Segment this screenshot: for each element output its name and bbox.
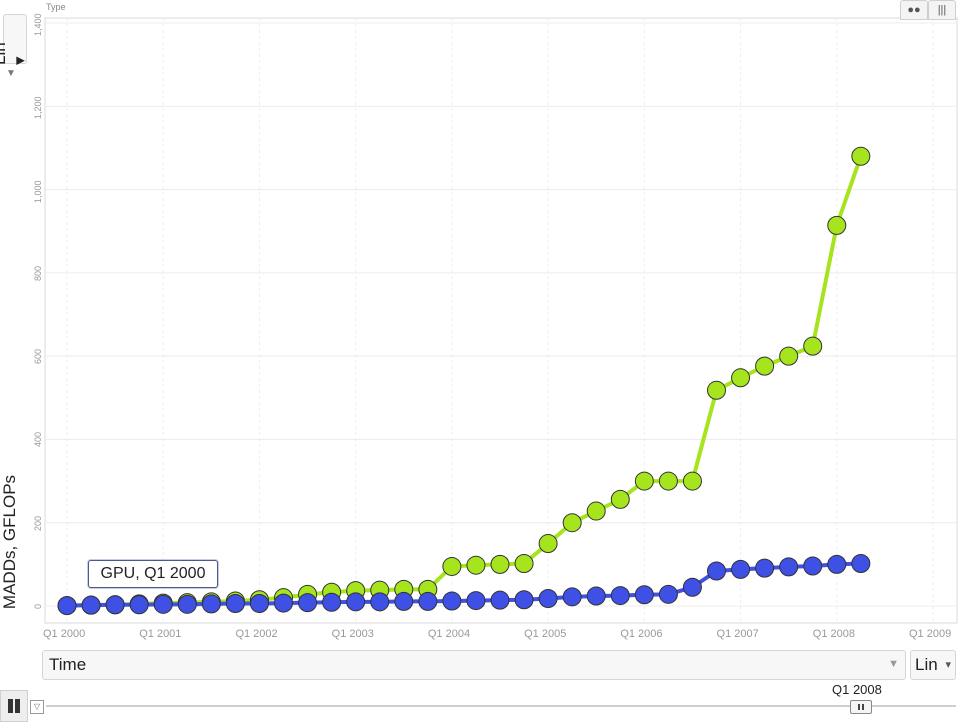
y-tick-label: 800	[33, 265, 43, 281]
data-point[interactable]	[634, 471, 654, 491]
data-point[interactable]	[298, 593, 318, 613]
x-scale-label: Lin	[915, 655, 938, 674]
data-point[interactable]	[466, 591, 486, 611]
data-point[interactable]	[658, 584, 678, 604]
plot-frame	[44, 17, 958, 624]
data-point[interactable]	[57, 596, 77, 616]
data-point[interactable]	[538, 589, 558, 609]
data-point[interactable]	[731, 368, 751, 388]
series-layer	[57, 146, 871, 616]
data-point[interactable]	[682, 577, 702, 597]
data-point[interactable]	[514, 590, 534, 610]
data-point[interactable]	[322, 592, 342, 612]
data-point[interactable]	[851, 554, 871, 574]
data-point[interactable]	[225, 594, 245, 614]
data-point[interactable]	[682, 471, 702, 491]
data-point[interactable]	[610, 489, 630, 509]
x-tick-label: Q1 2006	[620, 628, 663, 640]
y-scale-label: Lin	[0, 42, 9, 65]
current-time-label: Q1 2008	[832, 682, 882, 697]
x-tick-label: Q1 2007	[716, 628, 759, 640]
data-point[interactable]	[466, 555, 486, 575]
time-slider-track[interactable]	[46, 705, 956, 707]
data-point[interactable]	[755, 558, 775, 578]
data-point[interactable]	[562, 587, 582, 607]
data-tooltip: GPU, Q1 2000	[88, 560, 218, 588]
data-point[interactable]	[105, 595, 125, 615]
data-point[interactable]	[755, 356, 775, 376]
color-legend-label: Type	[46, 2, 66, 12]
bubble-chart-toggle[interactable]: ●●	[900, 0, 928, 20]
data-point[interactable]	[586, 586, 606, 606]
data-point[interactable]	[538, 534, 558, 554]
data-point[interactable]	[490, 590, 510, 610]
data-point[interactable]	[490, 554, 510, 574]
data-point[interactable]	[562, 513, 582, 533]
data-point[interactable]	[586, 501, 606, 521]
data-point[interactable]	[394, 591, 414, 611]
x-axis-selector[interactable]: Time ▼	[42, 650, 906, 680]
x-tick-label: Q1 2003	[331, 628, 374, 640]
pause-icon	[8, 699, 13, 713]
data-point[interactable]	[731, 559, 751, 579]
data-point[interactable]	[707, 380, 726, 400]
data-point[interactable]	[779, 346, 799, 366]
x-scale-selector[interactable]: Lin ▾	[910, 650, 956, 680]
data-point[interactable]	[129, 595, 149, 615]
data-point[interactable]	[658, 471, 678, 491]
y-tick-label: 400	[33, 432, 43, 448]
x-tick-label: Q1 2005	[524, 628, 567, 640]
series-line-1	[66, 561, 861, 608]
data-point[interactable]	[779, 557, 799, 577]
data-point[interactable]	[274, 593, 293, 613]
trails-icon[interactable]: ▽	[30, 700, 44, 714]
y-tick-label: 1,000	[33, 180, 43, 203]
bar-chart-icon: |||	[937, 4, 947, 16]
grid	[44, 17, 958, 624]
chevron-down-icon: ▾	[945, 659, 951, 671]
x-tick-label: Q1 2009	[909, 628, 952, 640]
bar-chart-toggle[interactable]: |||	[928, 0, 956, 20]
y-tick-label: 0	[33, 603, 43, 609]
x-tick-label: Q1 2008	[812, 628, 855, 640]
data-point[interactable]	[634, 585, 654, 605]
data-point[interactable]	[249, 594, 269, 614]
time-slider-handle[interactable]	[850, 700, 872, 714]
data-point[interactable]	[514, 554, 534, 574]
data-point[interactable]	[177, 594, 197, 614]
data-point[interactable]	[827, 554, 847, 574]
chevron-down-icon: ▼	[888, 658, 899, 670]
x-tick-label: Q1 2004	[427, 628, 471, 640]
data-point[interactable]	[81, 595, 101, 615]
y-axis-label: MADDs, GFLOPs	[0, 474, 19, 610]
data-point[interactable]	[442, 556, 462, 576]
data-point[interactable]	[610, 586, 630, 606]
y-tick-label: 600	[33, 348, 43, 364]
y-tick-label: 1,200	[33, 96, 43, 120]
pause-button[interactable]	[0, 690, 28, 722]
y-tick-label: 1,400	[33, 13, 43, 36]
y-axis-dropdown-icon[interactable]: ▼	[6, 68, 16, 79]
x-tick-label: Q1 2002	[235, 628, 278, 640]
y-scale-selector[interactable]: Lin ▾	[0, 14, 29, 65]
data-point[interactable]	[346, 592, 366, 612]
data-point[interactable]	[803, 336, 823, 356]
data-point[interactable]	[201, 594, 221, 614]
x-axis-label: Time	[49, 655, 87, 674]
data-point[interactable]	[851, 146, 871, 166]
data-point[interactable]	[418, 591, 438, 611]
data-point[interactable]	[827, 215, 847, 235]
x-tick-label: Q1 2001	[139, 628, 182, 640]
data-point[interactable]	[153, 594, 173, 614]
x-tick-label: Q1 2000	[43, 628, 86, 640]
data-point[interactable]	[707, 561, 726, 581]
data-point[interactable]	[803, 556, 823, 576]
bubble-chart-icon: ●●	[907, 4, 921, 16]
data-point[interactable]	[442, 591, 462, 611]
data-point[interactable]	[370, 592, 390, 612]
y-tick-label: 200	[33, 515, 43, 531]
